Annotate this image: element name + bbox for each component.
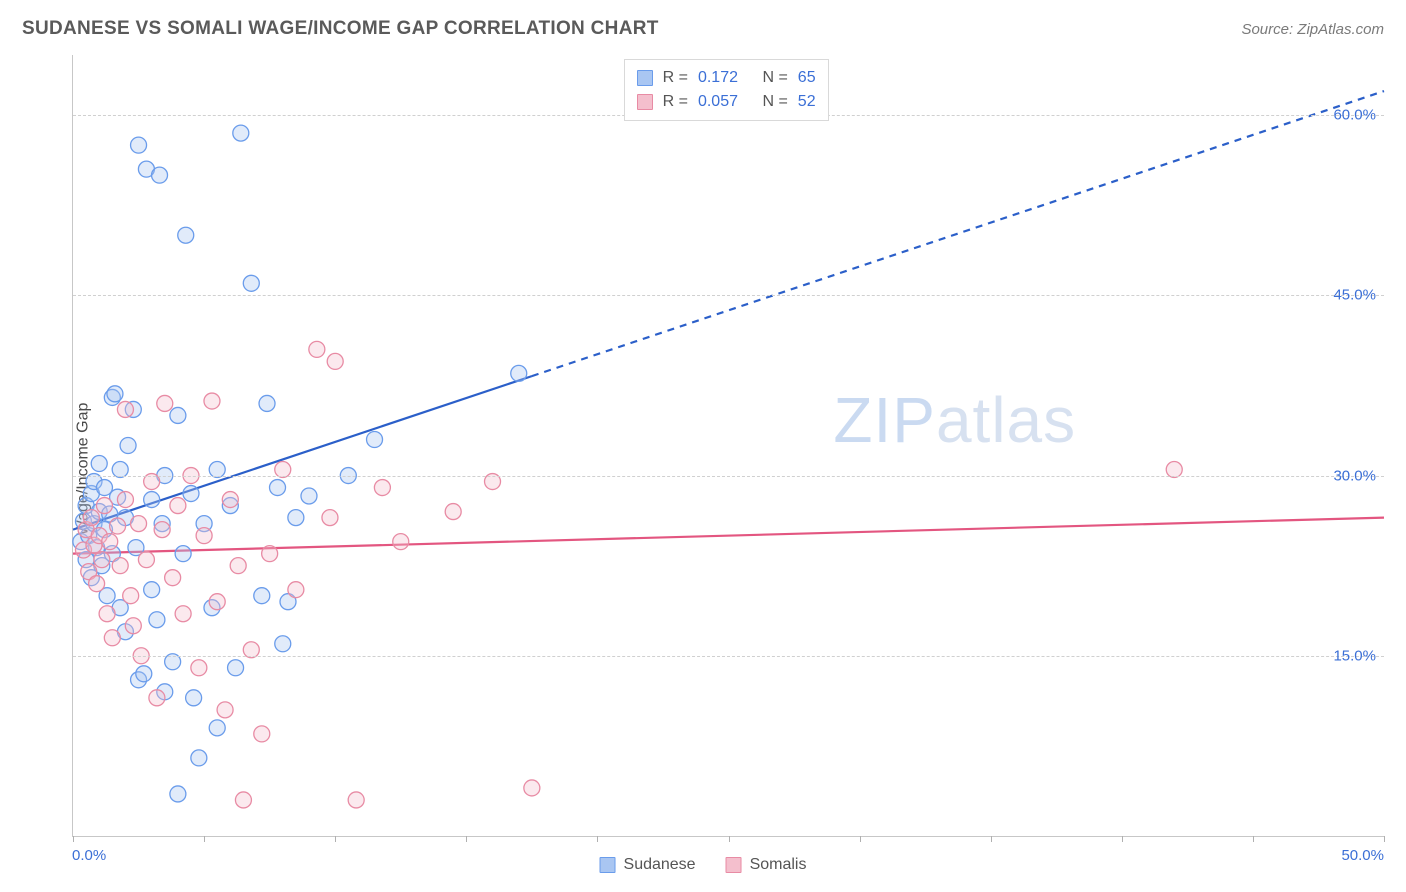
r-label: R = <box>663 90 688 114</box>
correlation-legend: R = 0.172 N = 65 R = 0.057 N = 52 <box>624 59 829 121</box>
swatch-somalis <box>726 857 742 873</box>
series-legend: Sudanese Somalis <box>600 856 807 874</box>
plot-region: ZIPatlas R = 0.172 N = 65 R = 0.057 N = … <box>72 55 1384 837</box>
swatch-sudanese <box>600 857 616 873</box>
swatch-sudanese <box>637 70 653 86</box>
legend-label-somalis: Somalis <box>750 856 807 874</box>
gridline <box>73 656 1384 657</box>
source-label: Source: ZipAtlas.com <box>1241 21 1384 38</box>
y-tick-label: 45.0% <box>1333 287 1376 304</box>
legend-item-sudanese: Sudanese <box>600 856 696 874</box>
r-value-sudanese: 0.172 <box>698 66 738 90</box>
plot-svg <box>73 55 1384 836</box>
n-value-somalis: 52 <box>798 90 816 114</box>
n-label: N = <box>762 90 787 114</box>
n-value-sudanese: 65 <box>798 66 816 90</box>
y-tick-label: 60.0% <box>1333 107 1376 124</box>
x-tick <box>73 836 74 842</box>
x-tick <box>597 836 598 842</box>
legend-row-sudanese: R = 0.172 N = 65 <box>637 66 816 90</box>
x-max-label: 50.0% <box>1341 847 1384 864</box>
legend-item-somalis: Somalis <box>726 856 807 874</box>
x-tick <box>204 836 205 842</box>
chart-title: SUDANESE VS SOMALI WAGE/INCOME GAP CORRE… <box>22 18 659 40</box>
legend-label-sudanese: Sudanese <box>624 856 696 874</box>
legend-row-somalis: R = 0.057 N = 52 <box>637 90 816 114</box>
x-tick <box>1253 836 1254 842</box>
x-tick <box>860 836 861 842</box>
gridline <box>73 295 1384 296</box>
swatch-somalis <box>637 94 653 110</box>
chart-header: SUDANESE VS SOMALI WAGE/INCOME GAP CORRE… <box>0 0 1406 48</box>
gridline <box>73 476 1384 477</box>
r-value-somalis: 0.057 <box>698 90 738 114</box>
r-label: R = <box>663 66 688 90</box>
x-tick <box>729 836 730 842</box>
x-origin-label: 0.0% <box>72 847 106 864</box>
n-label: N = <box>762 66 787 90</box>
x-tick <box>335 836 336 842</box>
x-tick <box>991 836 992 842</box>
chart-area: Wage/Income Gap ZIPatlas R = 0.172 N = 6… <box>22 55 1384 882</box>
x-tick <box>466 836 467 842</box>
x-tick <box>1384 836 1385 842</box>
y-tick-label: 30.0% <box>1333 467 1376 484</box>
y-tick-label: 15.0% <box>1333 647 1376 664</box>
x-tick <box>1122 836 1123 842</box>
